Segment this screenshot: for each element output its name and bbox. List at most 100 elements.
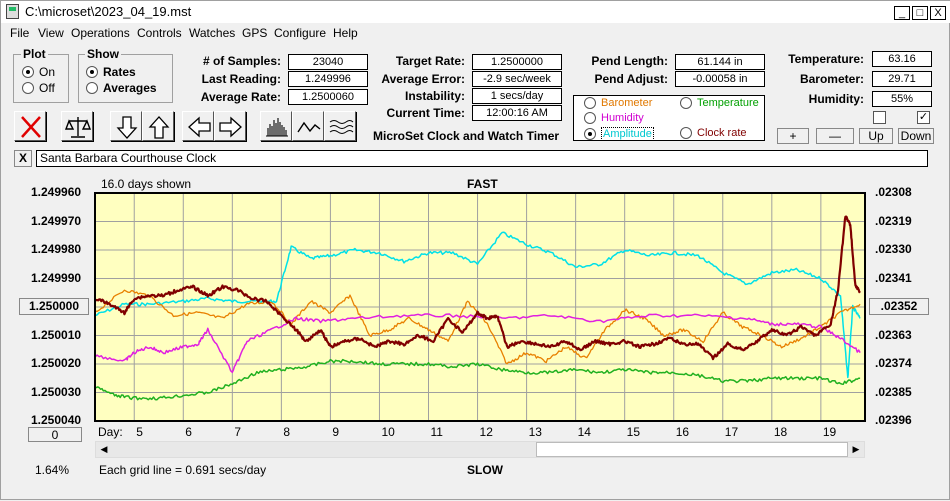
menu-operations[interactable]: Operations bbox=[71, 26, 130, 40]
last-reading-value: 1.249996 bbox=[288, 71, 368, 87]
pend-adjust-value: -0.00058 in bbox=[675, 71, 765, 87]
scroll-right-arrow-icon[interactable]: ▶ bbox=[852, 444, 860, 454]
series-lines bbox=[94, 215, 861, 401]
right-center-button[interactable]: .02352 bbox=[869, 298, 929, 315]
left-tick-label: 1.250020 bbox=[31, 356, 82, 370]
menu-bar: File View Operations Controls Watches GP… bbox=[1, 23, 950, 43]
scroll-left-button[interactable] bbox=[182, 111, 214, 141]
window-title: C:\microset\2023_04_19.mst bbox=[25, 4, 192, 19]
temperature-value: 63.16 bbox=[872, 51, 932, 67]
line-chart-icon bbox=[297, 121, 321, 133]
move-down-button[interactable] bbox=[110, 111, 142, 141]
series-temperature-radio[interactable]: Temperature bbox=[680, 97, 759, 109]
multi-line-button[interactable] bbox=[324, 111, 356, 141]
target-rate-label: Target Rate: bbox=[395, 54, 465, 68]
target-rate-value: 1.2500000 bbox=[472, 54, 562, 70]
decrease-button[interactable]: — bbox=[816, 128, 854, 144]
line-chart-button[interactable] bbox=[292, 111, 324, 141]
scroll-left-arrow-icon[interactable]: ◀ bbox=[100, 444, 108, 454]
series-temperature-label: Temperature bbox=[697, 97, 759, 109]
menu-configure[interactable]: Configure bbox=[274, 26, 327, 40]
plot-group-title: Plot bbox=[21, 47, 48, 61]
instability-label: Instability: bbox=[404, 89, 465, 103]
maximize-button[interactable]: □ bbox=[912, 6, 928, 20]
horizontal-scrollbar[interactable]: ◀ ▶ bbox=[95, 441, 865, 458]
arrow-up-icon bbox=[148, 116, 170, 139]
series-amplitude-radio[interactable]: Amplitude bbox=[584, 127, 654, 141]
menu-watches[interactable]: Watches bbox=[189, 26, 236, 40]
histogram-button[interactable] bbox=[260, 111, 292, 141]
pend-length-value: 61.144 in bbox=[675, 54, 765, 70]
move-up-button[interactable] bbox=[142, 111, 174, 141]
menu-view[interactable]: View bbox=[38, 26, 64, 40]
radio-dot bbox=[584, 97, 596, 109]
app-icon[interactable] bbox=[6, 4, 19, 19]
histogram-icon bbox=[266, 118, 288, 137]
day-tick-label: 12 bbox=[479, 425, 493, 439]
menu-file[interactable]: File bbox=[10, 26, 30, 40]
stop-button[interactable] bbox=[14, 111, 46, 141]
radio-dot bbox=[584, 112, 596, 124]
plot-on-radio[interactable]: On bbox=[22, 65, 55, 79]
grid-note: Each grid line = 0.691 secs/day bbox=[99, 463, 267, 477]
center-value-button[interactable]: 1.250000 bbox=[19, 298, 89, 315]
arrow-left-icon bbox=[188, 116, 211, 138]
day-tick-label: 17 bbox=[724, 425, 739, 439]
left-tick-label: 1.249970 bbox=[31, 213, 82, 228]
series-line-amplitude bbox=[94, 231, 861, 379]
down-button[interactable]: Down bbox=[898, 128, 934, 144]
series-line-clock-rate bbox=[94, 215, 861, 361]
right-tick-label: .02330 bbox=[875, 242, 912, 256]
note-field[interactable]: Santa Barbara Courthouse Clock bbox=[36, 150, 928, 167]
zero-button[interactable]: 0 bbox=[28, 427, 82, 442]
pend-adjust-label: Pend Adjust: bbox=[594, 72, 668, 86]
right-tick-label: .02385 bbox=[875, 384, 912, 399]
title-bar: C:\microset\2023_04_19.mst _ □ X bbox=[1, 1, 950, 23]
increase-button[interactable]: + bbox=[777, 128, 809, 144]
note-close-button[interactable]: X bbox=[14, 150, 32, 167]
right-tick-label: .02308 bbox=[875, 185, 912, 199]
right-checkbox[interactable]: ✓ bbox=[917, 111, 930, 124]
red-x-icon bbox=[21, 116, 41, 138]
average-error-value: -2.9 sec/week bbox=[472, 71, 562, 87]
plot-on-label: On bbox=[39, 65, 56, 79]
barometer-value: 29.71 bbox=[872, 71, 932, 87]
series-humidity-radio[interactable]: Humidity bbox=[584, 112, 644, 124]
scrollbar-thumb[interactable] bbox=[536, 442, 848, 457]
series-barometer-radio[interactable]: Barometer bbox=[584, 97, 652, 109]
left-tick-label: 1.250040 bbox=[31, 413, 82, 427]
last-reading-label: Last Reading: bbox=[201, 72, 281, 86]
scale-button[interactable] bbox=[61, 111, 93, 141]
radio-dot bbox=[22, 82, 34, 94]
left-checkbox[interactable] bbox=[873, 111, 886, 124]
plot-off-radio[interactable]: Off bbox=[22, 81, 55, 95]
menu-help[interactable]: Help bbox=[333, 26, 358, 40]
close-button[interactable]: X bbox=[930, 6, 946, 20]
day-axis-label: Day: bbox=[98, 425, 123, 439]
wave-lines-icon bbox=[329, 120, 354, 134]
menu-controls[interactable]: Controls bbox=[137, 26, 182, 40]
series-clock-rate-radio[interactable]: Clock rate bbox=[680, 127, 747, 139]
days-shown-label: 16.0 days shown bbox=[101, 177, 192, 191]
right-tick-label: .02396 bbox=[875, 413, 912, 427]
minimize-button[interactable]: _ bbox=[894, 6, 910, 20]
show-rates-label: Rates bbox=[103, 65, 136, 79]
plot-border bbox=[94, 192, 866, 422]
show-averages-radio[interactable]: Averages bbox=[86, 81, 157, 95]
day-tick-label: 5 bbox=[136, 425, 143, 439]
grid-lines bbox=[95, 193, 865, 421]
left-tick-label: 1.249990 bbox=[31, 270, 82, 285]
up-button[interactable]: Up bbox=[859, 128, 893, 144]
show-rates-radio[interactable]: Rates bbox=[86, 65, 136, 79]
scroll-right-button[interactable] bbox=[214, 111, 246, 141]
radio-dot bbox=[86, 82, 98, 94]
series-barometer-label: Barometer bbox=[601, 97, 653, 109]
average-error-label: Average Error: bbox=[381, 72, 465, 86]
show-group-title: Show bbox=[85, 47, 121, 61]
current-time-value: 12:00:16 AM bbox=[472, 105, 562, 121]
percent-label: 1.64% bbox=[35, 463, 70, 477]
humidity-label: Humidity: bbox=[808, 92, 864, 106]
day-tick-label: 13 bbox=[528, 425, 542, 439]
radio-dot bbox=[680, 127, 692, 139]
menu-gps[interactable]: GPS bbox=[242, 26, 268, 40]
